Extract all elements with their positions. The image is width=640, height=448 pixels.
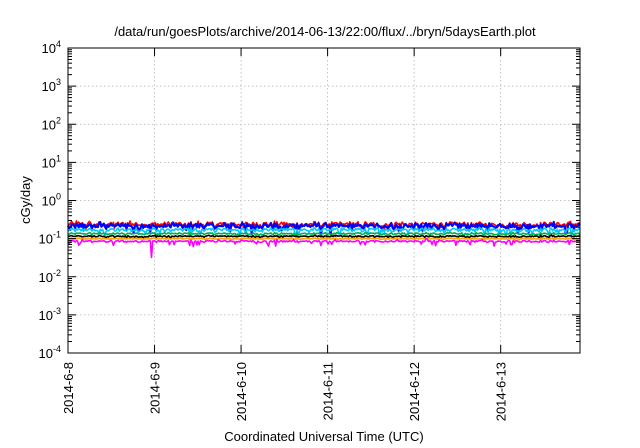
series-line [67,220,581,236]
y-tick-label: 10-2 [39,268,61,285]
x-tick-label: 2014-6-11 [321,362,336,420]
series-line [67,234,581,240]
y-tick-label: 10-3 [39,306,61,323]
x-tick-label: 2014-6-9 [148,362,163,414]
series-line [67,237,581,259]
y-tick-label: 10-4 [39,344,61,361]
series-line [67,236,581,241]
y-tick-label: 103 [42,77,61,94]
axis-ticks [67,47,580,354]
x-tick-labels: 2014-6-8 2014-6-9 2014-6-10 2014-6-11 2014-6… [61,362,509,421]
y-tick-label: 104 [42,39,61,56]
chart-title: /data/run/goesPlots/archive/2014-06-13/2… [114,24,536,39]
series-group [67,220,581,259]
series-line [67,231,581,237]
x-tick-label: 2014-6-12 [407,362,422,421]
y-tick-label: 100 [42,192,61,209]
x-axis-label: Coordinated Universal Time (UTC) [224,429,423,444]
series-line [67,226,581,238]
y-tick-labels: 10-4 10-3 10-2 10-1 100 101 102 103 104 [39,39,61,361]
x-tick-label: 2014-6-10 [234,362,249,421]
y-tick-label: 102 [42,115,61,132]
y-tick-label: 101 [42,153,61,170]
y-tick-label: 10-1 [39,230,61,247]
y-axis-label: cGy/day [18,176,33,224]
grid-lines [67,48,580,353]
x-tick-label: 2014-6-8 [61,362,76,414]
x-tick-label: 2014-6-13 [494,362,509,421]
